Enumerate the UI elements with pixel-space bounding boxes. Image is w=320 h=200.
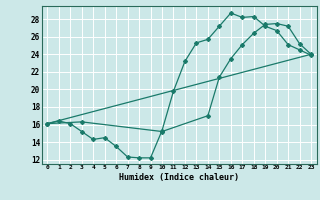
X-axis label: Humidex (Indice chaleur): Humidex (Indice chaleur) xyxy=(119,173,239,182)
